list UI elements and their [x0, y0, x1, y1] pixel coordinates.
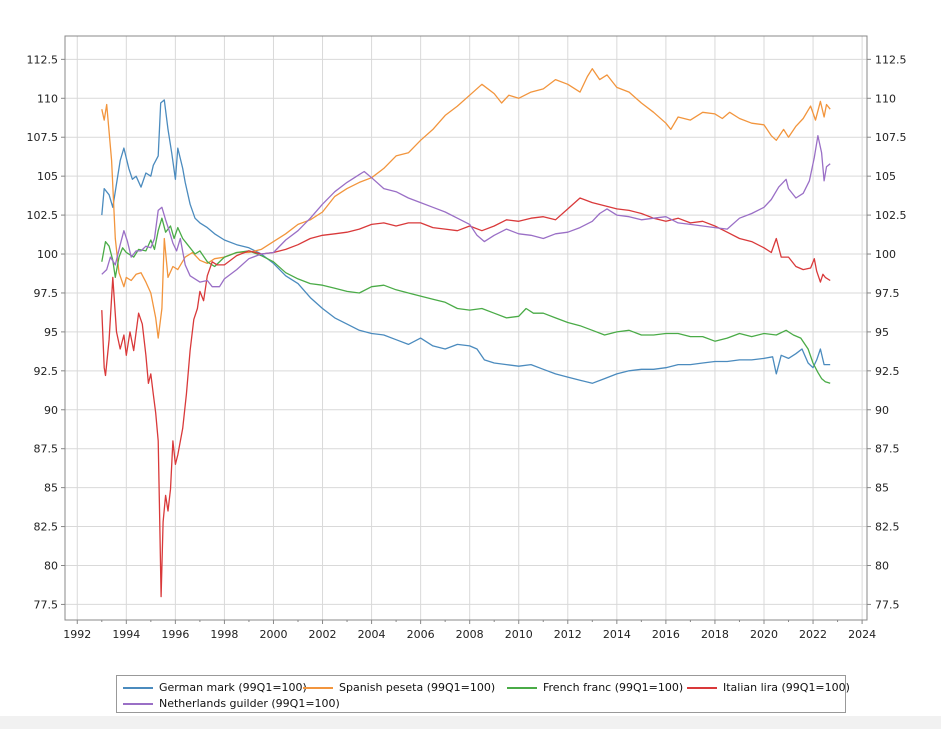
- legend-swatch: [123, 702, 153, 705]
- bottom-strip: [0, 716, 941, 729]
- legend-item-italian-lira: Italian lira (99Q1=100): [687, 681, 850, 694]
- grid: [65, 36, 867, 620]
- legend-item-netherlands-guilder: Netherlands guilder (99Q1=100): [123, 697, 340, 710]
- y-tick-label-right: 82.5: [875, 521, 900, 534]
- y-tick-label: 107.5: [27, 131, 59, 144]
- series-line-2: [101, 217, 831, 384]
- x-tick-label: 2012: [554, 628, 582, 641]
- y-tick-label-right: 85: [875, 482, 889, 495]
- legend-label: Netherlands guilder (99Q1=100): [159, 697, 340, 710]
- y-tick-label: 77.5: [34, 598, 59, 611]
- y-tick-label: 110: [37, 92, 58, 105]
- y-tick-label-right: 92.5: [875, 365, 900, 378]
- y-tick-label-right: 105: [875, 170, 896, 183]
- series-line-0: [101, 99, 831, 384]
- y-tick-label: 95: [44, 326, 58, 339]
- legend-label: Italian lira (99Q1=100): [723, 681, 850, 694]
- legend-label: German mark (99Q1=100): [159, 681, 307, 694]
- y-tick-label-right: 90: [875, 404, 889, 417]
- legend-item-spanish-peseta: Spanish peseta (99Q1=100): [303, 681, 495, 694]
- y-tick-label: 90: [44, 404, 58, 417]
- x-tick-label: 2018: [701, 628, 729, 641]
- y-tick-label: 100: [37, 248, 58, 261]
- y-tick-label-right: 77.5: [875, 598, 900, 611]
- series-line-4: [101, 135, 831, 288]
- legend-swatch: [507, 686, 537, 689]
- y-tick-label-right: 110: [875, 92, 896, 105]
- series-line-3: [101, 197, 831, 598]
- legend-swatch: [123, 686, 153, 689]
- y-tick-label: 97.5: [34, 287, 59, 300]
- plot-frame: [64, 35, 868, 621]
- legend: German mark (99Q1=100) Spanish peseta (9…: [116, 675, 850, 713]
- x-tick-label: 2014: [603, 628, 631, 641]
- y-tick-label: 82.5: [34, 521, 59, 534]
- series-lines: [101, 68, 831, 598]
- legend-swatch: [303, 686, 333, 689]
- y-tick-label-right: 100: [875, 248, 896, 261]
- x-tick-label: 2024: [848, 628, 876, 641]
- y-tick-label-right: 102.5: [875, 209, 907, 222]
- x-tick-label: 1996: [161, 628, 189, 641]
- x-tick-label: 1994: [112, 628, 140, 641]
- legend-item-french-franc: French franc (99Q1=100): [507, 681, 683, 694]
- y-tick-label: 92.5: [34, 365, 59, 378]
- x-tick-label: 1992: [63, 628, 91, 641]
- y-tick-label: 85: [44, 482, 58, 495]
- legend-label: French franc (99Q1=100): [543, 681, 684, 694]
- y-tick-label-right: 87.5: [875, 443, 900, 456]
- y-tick-label: 105: [37, 170, 58, 183]
- y-tick-label-right: 97.5: [875, 287, 900, 300]
- x-tick-label: 2020: [750, 628, 778, 641]
- y-tick-label-right: 95: [875, 326, 889, 339]
- x-tick-label: 2004: [358, 628, 386, 641]
- y-tick-label: 112.5: [27, 53, 59, 66]
- y-tick-label-right: 107.5: [875, 131, 907, 144]
- x-tick-label: 2010: [505, 628, 533, 641]
- x-tick-label: 2022: [799, 628, 827, 641]
- series-line-1: [101, 68, 831, 339]
- x-tick-label: 2008: [456, 628, 484, 641]
- y-tick-label: 102.5: [27, 209, 59, 222]
- x-tick-label: 2016: [652, 628, 680, 641]
- y-tick-label: 87.5: [34, 443, 59, 456]
- legend-item-german-mark: German mark (99Q1=100): [123, 681, 307, 694]
- x-tick-label: 2006: [407, 628, 435, 641]
- axes: 77.5 77.5 80 80 82.5 82.5 85 85 87.5 87.5 90 90 92.5…: [27, 53, 907, 641]
- y-tick-label-right: 80: [875, 559, 889, 572]
- legend-swatch: [687, 686, 717, 689]
- y-tick-label: 80: [44, 559, 58, 572]
- legend-label: Spanish peseta (99Q1=100): [339, 681, 496, 694]
- x-tick-label: 1998: [210, 628, 238, 641]
- x-tick-label: 2002: [309, 628, 337, 641]
- y-tick-label-right: 112.5: [875, 53, 907, 66]
- x-tick-label: 2000: [259, 628, 287, 641]
